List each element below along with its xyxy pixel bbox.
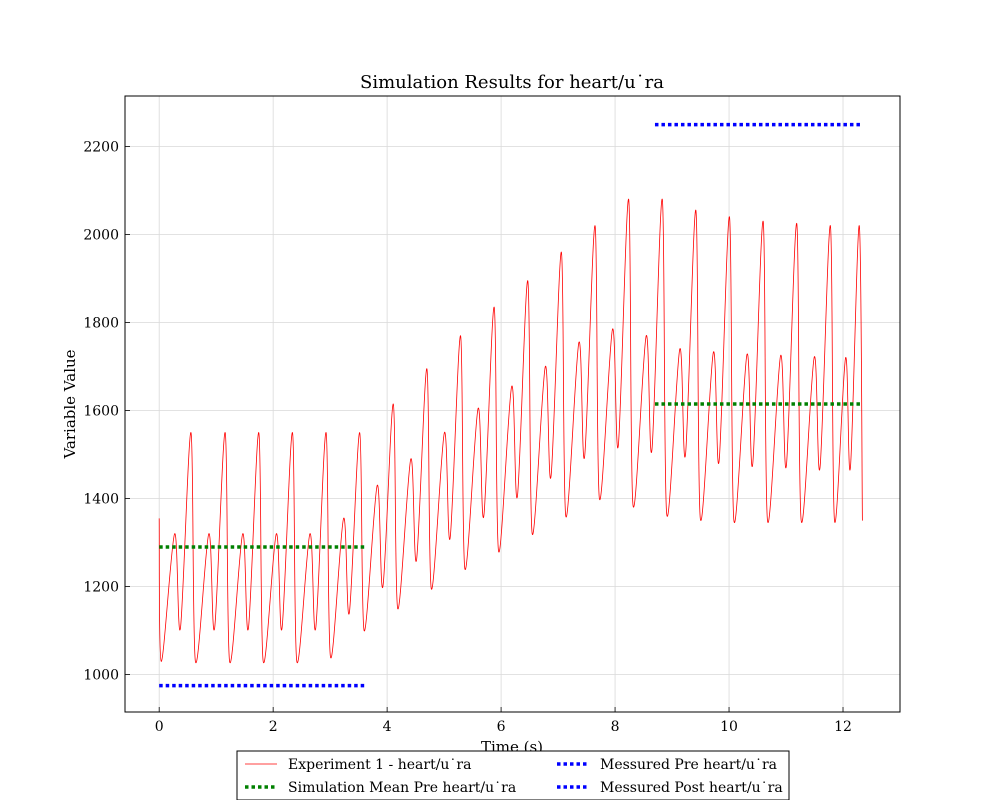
legend-label-measured-pre: Messured Pre heart/u˙ra	[600, 757, 777, 773]
legend-label-sim-mean-pre: Simulation Mean Pre heart/u˙ra	[288, 780, 516, 796]
x-tick-label: 0	[155, 719, 164, 735]
x-tick-label: 6	[497, 719, 506, 735]
x-tick-label: 4	[383, 719, 392, 735]
x-tick-label: 8	[611, 719, 620, 735]
y-axis-label: Variable Value	[61, 349, 79, 459]
series-layer	[158, 122, 863, 688]
y-tick-label: 1000	[83, 668, 119, 684]
x-tick-label: 12	[834, 719, 852, 735]
y-tick-label: 2000	[83, 228, 119, 244]
series-experiment-line	[158, 198, 863, 664]
legend-box	[236, 750, 790, 800]
y-tick-label: 2200	[83, 140, 119, 156]
y-tick-label: 1400	[83, 492, 119, 508]
plot-frame	[124, 95, 901, 713]
y-tick-label: 1200	[83, 580, 119, 596]
legend-label-measured-post: Messured Post heart/u˙ra	[600, 780, 783, 796]
x-tick-label: 2	[269, 719, 278, 735]
chart-title: Simulation Results for heart/u˙ra	[360, 72, 664, 93]
x-tick-label: 10	[720, 719, 738, 735]
legend-label-experiment: Experiment 1 - heart/u˙ra	[288, 757, 471, 773]
y-tick-label: 1600	[83, 404, 119, 420]
y-tick-label: 1800	[83, 316, 119, 332]
legend: Experiment 1 - heart/u˙ra Simulation Mea…	[236, 750, 790, 800]
axis-ticks: 0 2 4 6 8 10 12 1000 1200 1400 1600 1800 2000 2200	[83, 140, 852, 735]
